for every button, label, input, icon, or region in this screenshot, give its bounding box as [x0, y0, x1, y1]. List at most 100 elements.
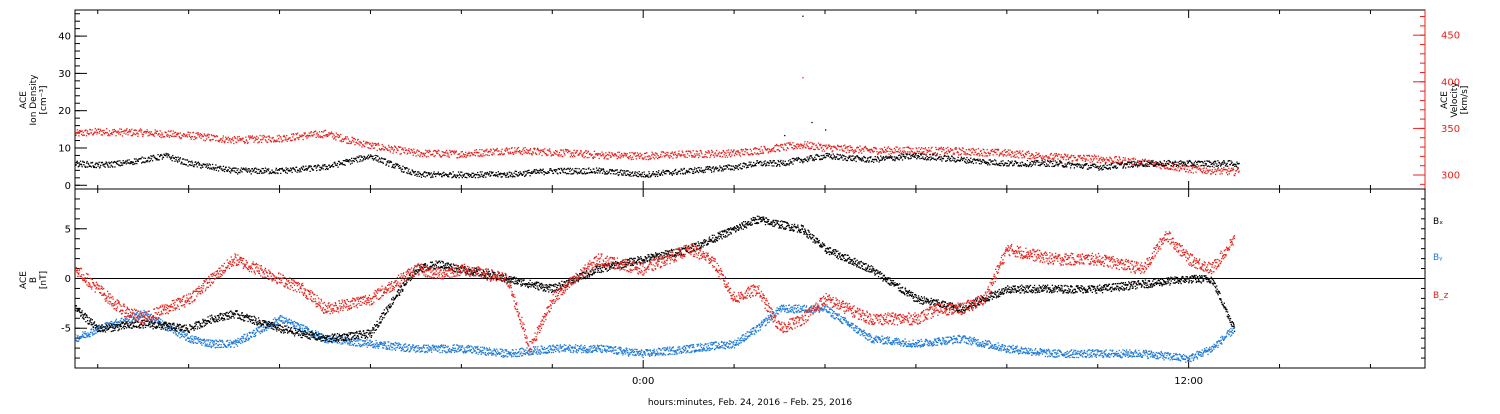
by-series-point — [260, 333, 261, 334]
velocity-series-point — [610, 155, 611, 156]
density-series-point — [134, 158, 135, 159]
velocity-series-point — [689, 155, 690, 156]
velocity-series-point — [563, 149, 564, 150]
velocity-series-point — [723, 151, 724, 152]
density-series-point — [624, 170, 625, 171]
density-series-point — [747, 165, 748, 166]
velocity-series-point — [558, 155, 559, 156]
density-series-point — [742, 166, 743, 167]
velocity-series-point — [518, 147, 519, 148]
velocity-series-point — [311, 131, 312, 132]
velocity-series-point — [738, 150, 739, 151]
left-axis-title-line: [cm⁻³] — [39, 85, 49, 114]
density-series-point — [804, 158, 805, 159]
velocity-series-point — [313, 134, 314, 135]
velocity-series-point — [859, 149, 860, 150]
by-series-point — [264, 330, 265, 331]
by-series-point — [86, 333, 87, 334]
density-series-point — [133, 162, 134, 163]
density-series-point — [181, 162, 182, 163]
density-series-point — [880, 156, 881, 157]
velocity-series-point — [175, 132, 176, 133]
velocity-series-point — [273, 137, 274, 138]
density-series-point — [841, 157, 842, 158]
density-series-point — [392, 166, 393, 167]
density-series-point — [202, 165, 203, 166]
density-series-point — [565, 172, 566, 173]
velocity-series-point — [979, 154, 980, 155]
velocity-series-point — [1007, 154, 1008, 155]
velocity-series-point — [1057, 158, 1058, 159]
velocity-series-point — [297, 133, 298, 134]
velocity-series-point — [292, 136, 293, 137]
velocity-series-point — [1001, 152, 1002, 153]
density-series-point — [1044, 161, 1045, 162]
velocity-series-point — [660, 154, 661, 155]
by-series-point — [242, 342, 243, 343]
velocity-series-point — [582, 154, 583, 155]
velocity-series-point — [424, 155, 425, 156]
density-series-point — [143, 157, 144, 158]
velocity-series-point — [1040, 155, 1041, 156]
density-series-point — [453, 176, 454, 177]
velocity-series-point — [287, 141, 288, 142]
velocity-series-point — [1012, 151, 1013, 152]
velocity-series-point — [970, 155, 971, 156]
velocity-series-point — [209, 134, 210, 135]
velocity-series-point — [1122, 161, 1123, 162]
by-series-point — [233, 342, 234, 343]
density-series-point — [672, 175, 673, 176]
density-series-point — [1161, 163, 1162, 164]
by-series-point — [216, 343, 217, 344]
density-series-point — [214, 169, 215, 170]
velocity-series-point — [994, 150, 995, 151]
velocity-series-point — [385, 147, 386, 148]
density-series-point — [831, 155, 832, 156]
density-series-point — [251, 173, 252, 174]
density-series-point — [708, 169, 709, 170]
velocity-series-point — [871, 149, 872, 150]
by-series-point — [250, 332, 251, 333]
density-series-point — [1134, 163, 1135, 164]
density-series-point — [327, 166, 328, 167]
velocity-series-point — [719, 152, 720, 153]
left-tick-label: 20 — [58, 106, 71, 117]
velocity-series-point — [677, 156, 678, 157]
density-series-point — [1230, 160, 1231, 161]
velocity-series-point — [574, 156, 575, 157]
density-series-point — [106, 162, 107, 163]
density-series-point — [1103, 165, 1104, 166]
density-series-point — [529, 175, 530, 176]
density-series-point — [525, 171, 526, 172]
density-series-point — [698, 172, 699, 173]
density-series-point — [755, 165, 756, 166]
density-series-point — [1115, 165, 1116, 166]
velocity-series-point — [347, 136, 348, 137]
velocity-series-point — [685, 156, 686, 157]
by-series-point — [85, 337, 86, 338]
velocity-series-point — [925, 147, 926, 148]
velocity-series-point — [219, 141, 220, 142]
density-series-point — [1151, 160, 1152, 161]
density-series-point — [709, 167, 710, 168]
by-series-point — [89, 333, 90, 334]
velocity-series-point — [682, 152, 683, 153]
density-series-point — [1002, 160, 1003, 161]
velocity-series-point — [631, 159, 632, 160]
velocity-series-point — [159, 136, 160, 137]
density-series-point — [779, 164, 780, 165]
density-series-point — [136, 158, 137, 159]
density-series-point — [744, 166, 745, 167]
density-series-point — [901, 157, 902, 158]
velocity-series-point — [1102, 159, 1103, 160]
density-outlier — [825, 129, 826, 130]
by-series-point — [119, 322, 120, 323]
density-series-point — [1205, 164, 1206, 165]
density-series-point — [311, 166, 312, 167]
density-series-point — [952, 156, 953, 157]
density-series-point — [1137, 162, 1138, 163]
velocity-series-point — [858, 147, 859, 148]
velocity-series-point — [223, 135, 224, 136]
velocity-series-point — [84, 135, 85, 136]
density-series-point — [894, 160, 895, 161]
